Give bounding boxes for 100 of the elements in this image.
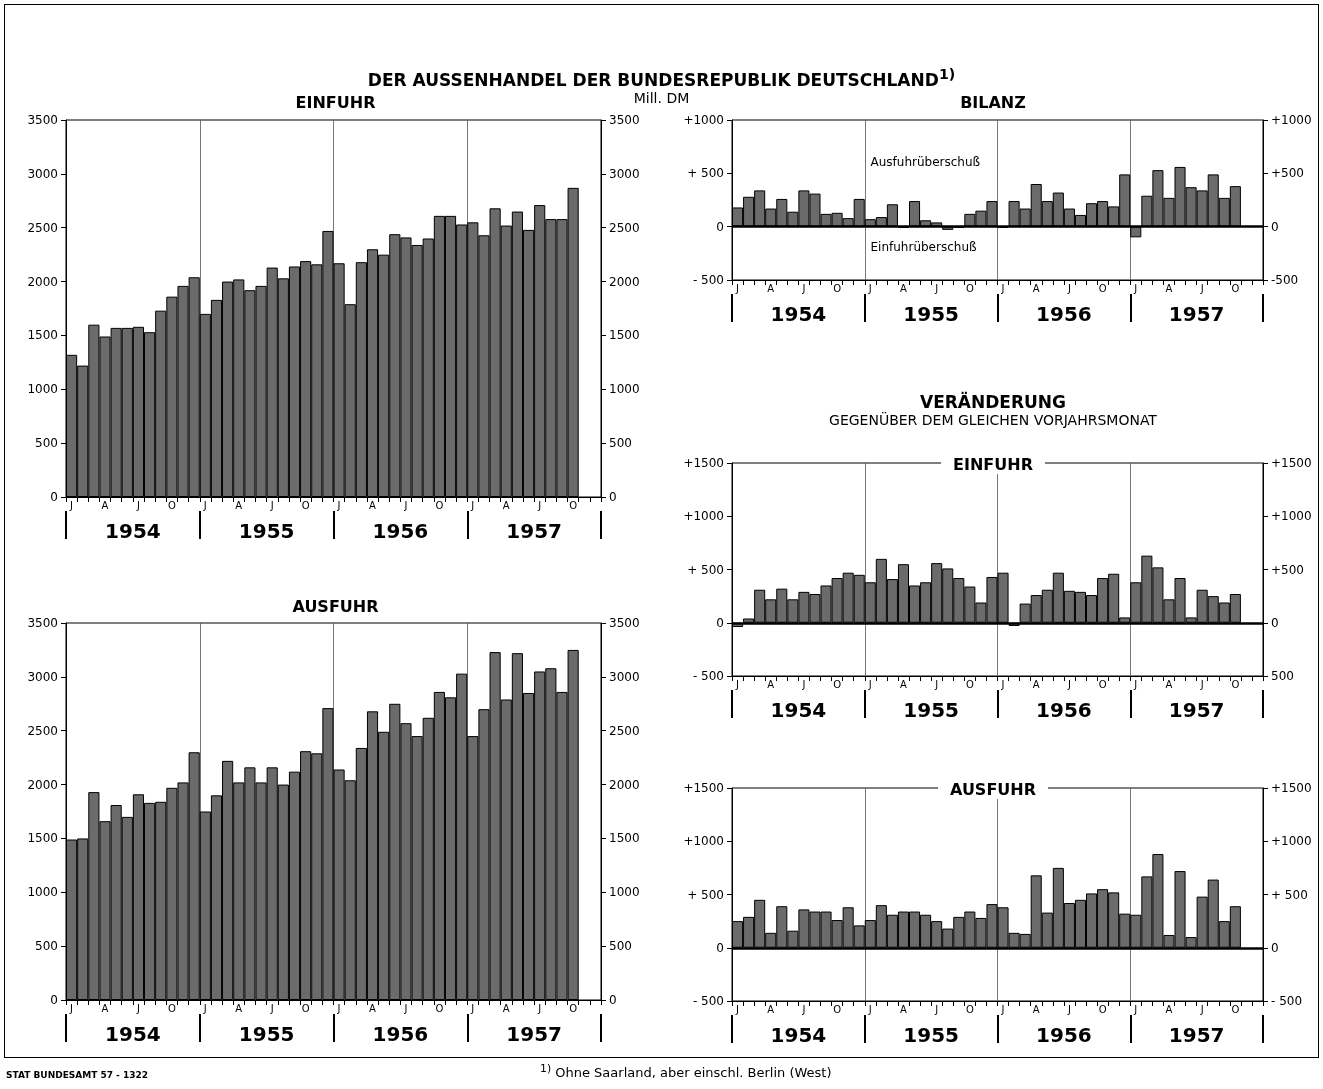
- x-tick-label: A: [767, 678, 775, 690]
- y2-tick-label: +500: [1271, 166, 1304, 181]
- annotation: Einfuhrüberschuß: [870, 240, 977, 254]
- x-tick-label: J: [867, 1003, 872, 1015]
- annotation: Ausfuhrüberschuß: [870, 154, 981, 169]
- text: VERÄNDERUNG: [918, 392, 1067, 412]
- y2-tick-label: 3500: [609, 616, 640, 630]
- y-tick-label: +1500: [683, 781, 724, 795]
- x-tick-label: J: [1199, 282, 1204, 294]
- x-tick-label: J: [135, 1002, 140, 1014]
- x-tick-label: J: [403, 499, 408, 511]
- x-tick-label: O: [1231, 1003, 1240, 1015]
- x-tick-label: A: [101, 1002, 109, 1014]
- x-tick-label: J: [867, 282, 872, 294]
- x-tick-label: J: [1000, 282, 1005, 294]
- y-tick-label: 2000: [27, 777, 58, 792]
- text: STAT BUNDESAMT 57 - 1322: [6, 1070, 149, 1080]
- y-tick-label: 3500: [27, 113, 58, 127]
- text: 1956: [1036, 1023, 1092, 1047]
- y2-tick-label: 0: [1271, 940, 1279, 955]
- y2-tick-label: - 500: [1271, 994, 1303, 1008]
- text: 1954: [770, 1023, 827, 1047]
- y2-tick-label: 0: [609, 993, 617, 1007]
- x-tick-label: J: [867, 678, 872, 690]
- chart-title: EINFUHR: [295, 92, 376, 112]
- x-tick-label: O: [1098, 1003, 1107, 1015]
- x-tick-label: A: [369, 1002, 377, 1014]
- y2-tick-label: 2000: [609, 274, 640, 289]
- x-tick-label: J: [135, 499, 140, 511]
- x-tick-label: J: [202, 499, 207, 511]
- y2-tick-label: -500: [1271, 273, 1299, 287]
- x-tick-label: A: [369, 499, 377, 511]
- x-tick-label: A: [900, 282, 908, 294]
- x-tick-label: J: [1000, 678, 1005, 690]
- x-tick-label: J: [735, 1003, 740, 1015]
- x-tick-label: J: [934, 282, 939, 294]
- y-tick-label: 3500: [27, 616, 58, 630]
- y2-tick-label: 2500: [609, 220, 640, 235]
- y2-tick-label: 500: [1271, 669, 1294, 683]
- y-tick-label: 0: [716, 940, 724, 955]
- x-tick-label: A: [101, 499, 109, 511]
- text: 1956: [372, 1022, 429, 1046]
- x-tick-label: J: [336, 1002, 341, 1014]
- text: 1956: [372, 519, 429, 543]
- x-tick-label: O: [965, 1003, 974, 1015]
- x-tick-label: O: [435, 1002, 444, 1014]
- x-tick-label: O: [435, 499, 444, 511]
- y-tick-label: 0: [716, 615, 724, 630]
- x-tick-label: O: [965, 282, 974, 294]
- y-tick-label: 2000: [27, 274, 58, 289]
- y-tick-label: 1500: [27, 328, 58, 343]
- y2-tick-label: +1000: [1271, 509, 1312, 524]
- text: 1957: [1168, 302, 1225, 326]
- y-tick-label: +1000: [683, 113, 724, 127]
- y-tick-label: 1500: [27, 831, 58, 846]
- text: 1955: [238, 519, 295, 543]
- text: 1957: [1168, 1023, 1225, 1047]
- y2-tick-label: 1000: [609, 382, 640, 397]
- x-tick-label: J: [1066, 678, 1071, 690]
- x-tick-label: J: [801, 282, 806, 294]
- text: GEGENÜBER DEM GLEICHEN VORJAHRSMONAT: [828, 412, 1158, 429]
- x-tick-label: A: [1165, 678, 1173, 690]
- x-tick-label: O: [167, 499, 176, 511]
- x-tick-label: J: [336, 499, 341, 511]
- text: 1955: [903, 302, 959, 326]
- x-tick-label: O: [569, 1002, 578, 1014]
- text: 1955: [903, 698, 959, 722]
- x-tick-label: A: [1032, 1003, 1040, 1015]
- x-tick-label: J: [537, 499, 542, 511]
- y2-tick-label: 2000: [609, 777, 640, 792]
- y-tick-label: - 500: [692, 994, 724, 1008]
- x-tick-label: O: [301, 1002, 310, 1014]
- y-tick-label: 3000: [27, 669, 58, 684]
- text: $^{1)}$ Ohne Saarland, aber einschl. Berlin (West): [540, 1062, 832, 1081]
- y2-tick-label: 500: [609, 939, 632, 954]
- y2-tick-label: + 500: [1271, 887, 1308, 902]
- x-tick-label: J: [934, 1003, 939, 1015]
- x-tick-label: O: [301, 499, 310, 511]
- x-tick-label: A: [235, 499, 243, 511]
- x-tick-label: O: [569, 499, 578, 511]
- x-tick-label: J: [1133, 1003, 1138, 1015]
- y2-tick-label: 0: [1271, 615, 1279, 630]
- x-tick-label: O: [833, 1003, 842, 1015]
- y-tick-label: +1000: [683, 509, 724, 524]
- x-tick-label: A: [900, 1003, 908, 1015]
- y-tick-label: 3000: [27, 166, 58, 181]
- y2-tick-label: 1500: [609, 831, 640, 846]
- text: 1955: [238, 1022, 295, 1046]
- x-tick-label: J: [269, 499, 274, 511]
- text: 1957: [1168, 698, 1225, 722]
- y-tick-label: + 500: [687, 166, 724, 181]
- x-tick-label: J: [735, 282, 740, 294]
- y-tick-label: 1000: [27, 885, 58, 900]
- y-tick-label: + 500: [687, 562, 724, 577]
- y2-tick-label: 3000: [609, 166, 640, 181]
- x-tick-label: A: [1032, 282, 1040, 294]
- y-tick-label: 2500: [27, 220, 58, 235]
- text: Mill. DM: [633, 89, 690, 106]
- x-tick-label: J: [735, 678, 740, 690]
- x-tick-label: A: [1165, 1003, 1173, 1015]
